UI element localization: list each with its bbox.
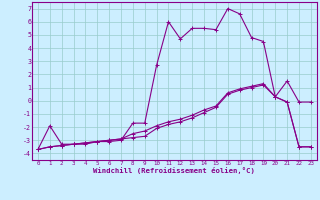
X-axis label: Windchill (Refroidissement éolien,°C): Windchill (Refroidissement éolien,°C) <box>93 167 255 174</box>
